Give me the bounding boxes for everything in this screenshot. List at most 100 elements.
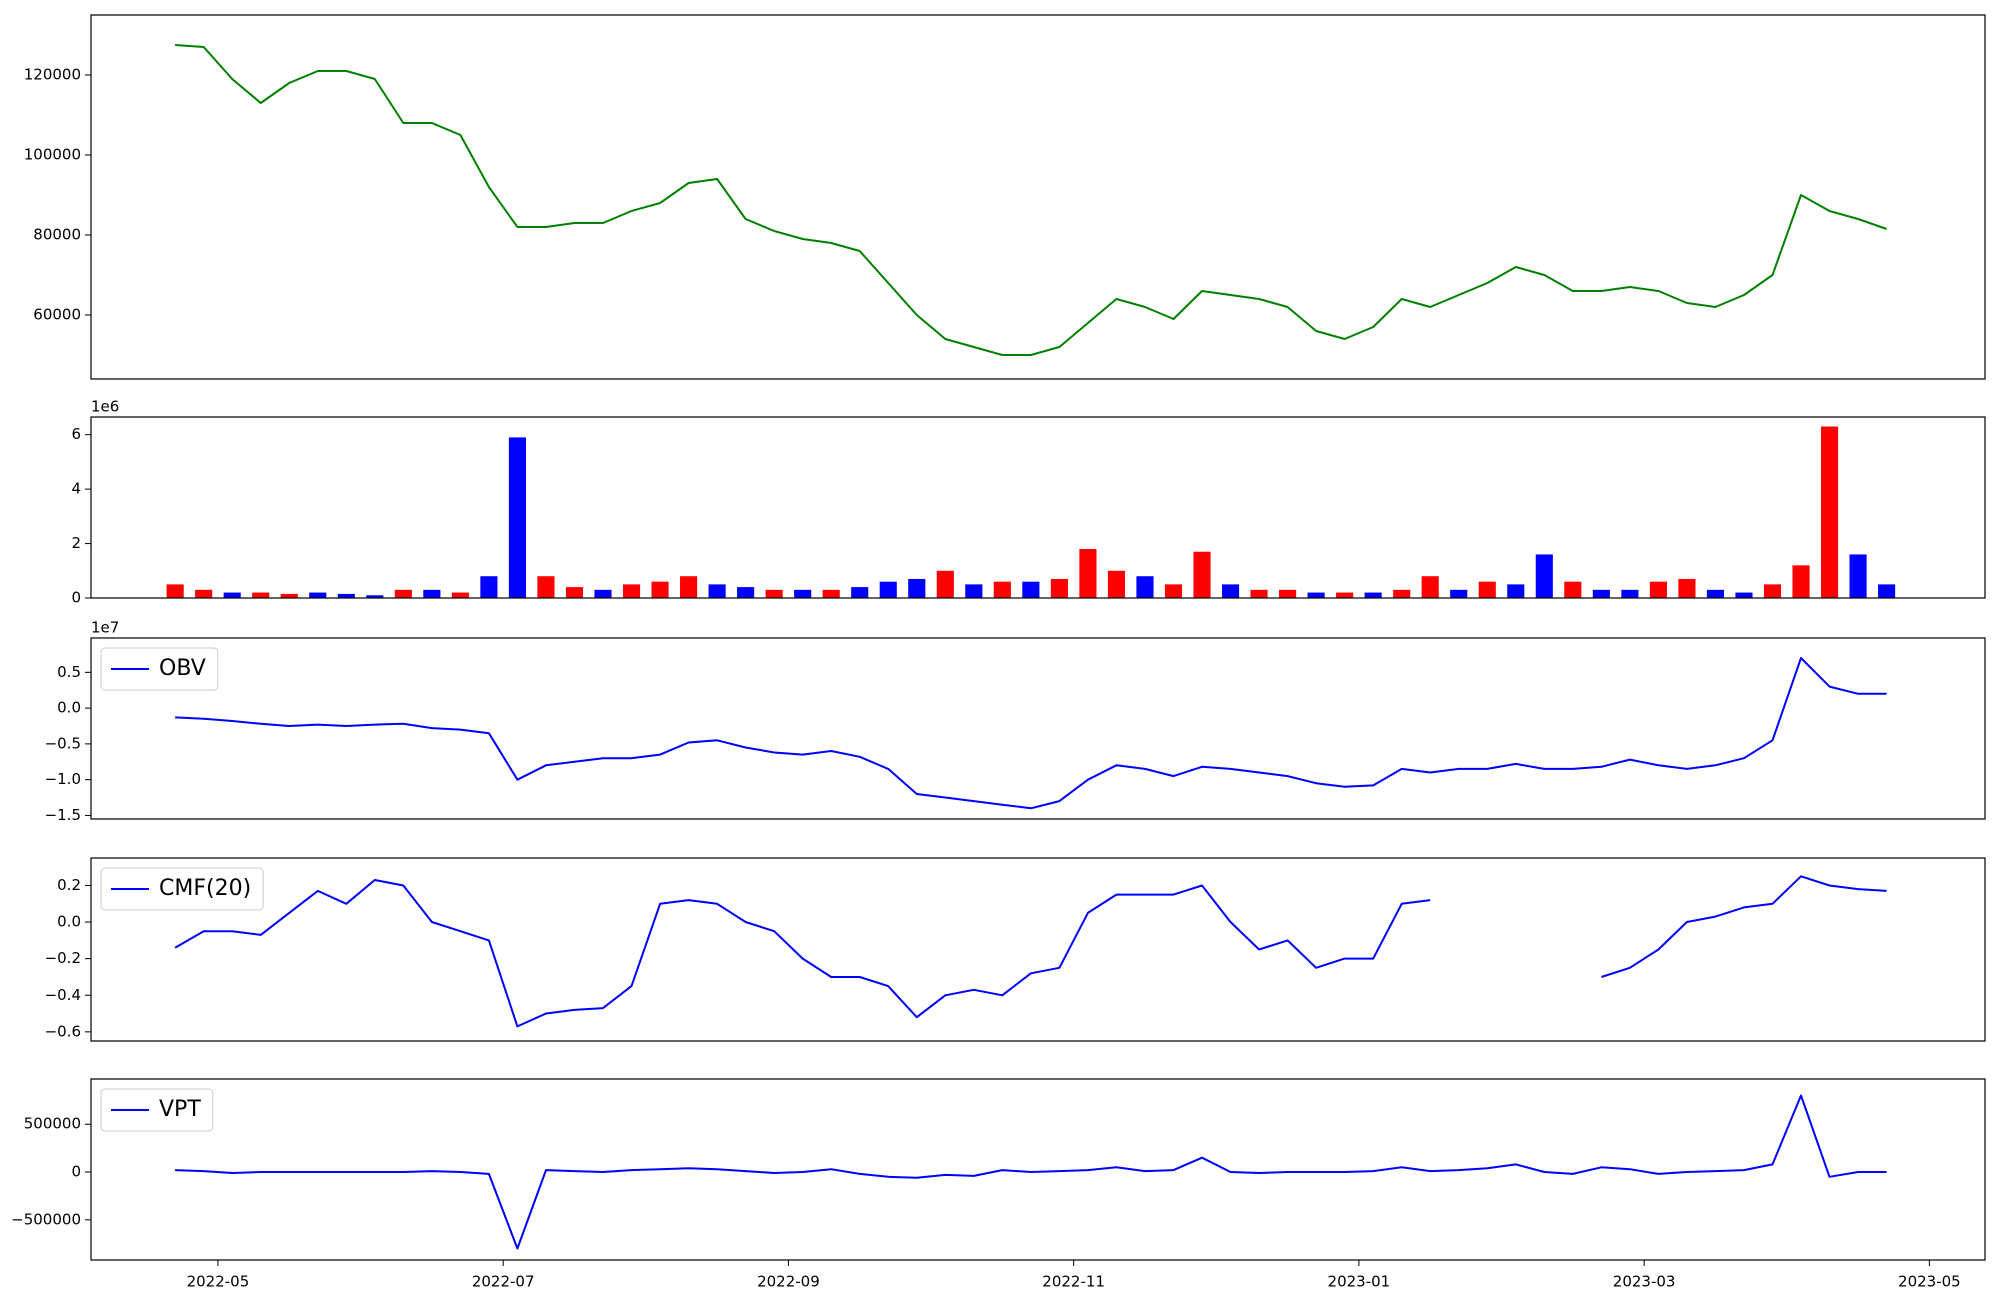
series-line bbox=[175, 657, 1887, 810]
bar bbox=[1193, 551, 1211, 598]
y-tick-label: 120000 bbox=[24, 66, 81, 84]
bar bbox=[1706, 589, 1725, 598]
bar bbox=[1507, 584, 1525, 598]
bar bbox=[309, 592, 327, 598]
legend: CMF(20) bbox=[100, 867, 264, 911]
bar bbox=[223, 592, 241, 598]
bar bbox=[822, 589, 840, 598]
y-tick-label: 4 bbox=[71, 480, 81, 498]
y-tick-label: 0.5 bbox=[57, 663, 81, 681]
legend: OBV bbox=[100, 647, 219, 691]
bar bbox=[1735, 592, 1753, 598]
bar bbox=[737, 587, 755, 598]
bar bbox=[1592, 589, 1610, 598]
bar bbox=[1250, 589, 1268, 598]
bar bbox=[622, 584, 641, 598]
bar bbox=[993, 581, 1011, 598]
bar bbox=[1221, 584, 1240, 598]
x-tick-label: 2022-09 bbox=[757, 1273, 820, 1291]
bar bbox=[1307, 592, 1325, 598]
series-line bbox=[175, 1094, 1887, 1250]
y-tick-label: 0.2 bbox=[57, 876, 81, 894]
y-tick-label: 80000 bbox=[33, 226, 81, 244]
y-tick-label: 60000 bbox=[33, 306, 81, 324]
plot-frame bbox=[90, 1078, 1986, 1261]
bar bbox=[965, 584, 983, 598]
bar bbox=[565, 587, 584, 598]
y-tick-label: 500000 bbox=[24, 1115, 81, 1133]
bar bbox=[1079, 549, 1097, 598]
bar bbox=[1849, 554, 1867, 598]
y-tick-label: −1.0 bbox=[45, 770, 81, 788]
bar bbox=[166, 584, 184, 598]
axis-offset-label: 1e6 bbox=[91, 398, 119, 416]
y-tick-label: 2 bbox=[71, 534, 81, 552]
bar bbox=[1792, 565, 1810, 598]
series-line bbox=[174, 875, 1887, 1028]
plot-frame bbox=[90, 14, 1986, 380]
series-line bbox=[175, 44, 1887, 356]
bar bbox=[1678, 578, 1696, 598]
legend-label: CMF(20) bbox=[159, 876, 251, 901]
bar bbox=[1336, 592, 1354, 598]
bar bbox=[423, 589, 441, 598]
x-tick-label: 2023-03 bbox=[1613, 1273, 1676, 1291]
bar bbox=[280, 593, 298, 598]
bar bbox=[1279, 589, 1297, 598]
bar bbox=[451, 592, 469, 598]
y-tick-label: −0.4 bbox=[45, 986, 81, 1004]
bar bbox=[1164, 584, 1183, 598]
bar bbox=[879, 581, 897, 598]
y-tick-label: 0.0 bbox=[57, 913, 81, 931]
bar bbox=[936, 570, 954, 598]
plot-frame bbox=[90, 857, 1986, 1042]
x-tick-label: 2022-07 bbox=[472, 1273, 535, 1291]
bar bbox=[337, 593, 355, 598]
bar bbox=[1621, 589, 1639, 598]
bar bbox=[594, 589, 612, 598]
legend-label: VPT bbox=[159, 1097, 201, 1122]
bar bbox=[394, 589, 412, 598]
y-tick-label: −1.5 bbox=[45, 806, 81, 824]
x-tick-label: 2023-01 bbox=[1328, 1273, 1391, 1291]
y-tick-label: 100000 bbox=[24, 146, 81, 164]
bar bbox=[366, 595, 384, 598]
bar bbox=[1478, 581, 1496, 598]
y-tick-label: 6 bbox=[71, 425, 81, 443]
bar bbox=[1107, 570, 1125, 598]
y-tick-label: 0 bbox=[71, 1163, 81, 1181]
bar bbox=[1820, 426, 1839, 598]
bar bbox=[1649, 581, 1667, 598]
legend: VPT bbox=[100, 1088, 214, 1132]
panel: 60000 80000 100000 120000 bbox=[24, 14, 1986, 380]
plot-frame bbox=[90, 416, 1986, 599]
bar bbox=[508, 437, 526, 598]
y-tick-label: −0.6 bbox=[45, 1022, 81, 1040]
bar bbox=[708, 584, 726, 598]
panel: 0 2 4 6 1e6 bbox=[71, 398, 1986, 607]
x-tick-label: 2022-05 bbox=[187, 1273, 250, 1291]
bar bbox=[1136, 576, 1154, 598]
panel: −1.5 −1.0 −0.5 0.0 0.5 1e7 OBV bbox=[45, 619, 1986, 824]
x-tick-label: 2023-05 bbox=[1898, 1273, 1961, 1291]
bar bbox=[1393, 589, 1411, 598]
y-tick-label: 0.0 bbox=[57, 699, 81, 717]
bar bbox=[1050, 578, 1068, 598]
bar bbox=[680, 576, 698, 598]
bar bbox=[1421, 576, 1439, 598]
x-tick-label: 2022-11 bbox=[1042, 1273, 1105, 1291]
bar bbox=[1450, 589, 1468, 598]
bar bbox=[765, 589, 783, 598]
bar bbox=[252, 592, 270, 598]
panel: −500000 0 500000 2022-05 2022-07 2022-09 2022-… bbox=[11, 1078, 1986, 1291]
panel: −0.6 −0.4 −0.2 0.0 0.2 CMF(20) bbox=[45, 857, 1986, 1042]
legend-box bbox=[100, 1088, 214, 1132]
y-tick-label: −0.5 bbox=[45, 734, 81, 752]
bar bbox=[1763, 584, 1782, 598]
legend-label: OBV bbox=[159, 656, 206, 681]
bar bbox=[195, 589, 213, 598]
bar bbox=[851, 587, 869, 598]
plot-frame bbox=[90, 637, 1986, 820]
bar bbox=[1022, 581, 1040, 598]
